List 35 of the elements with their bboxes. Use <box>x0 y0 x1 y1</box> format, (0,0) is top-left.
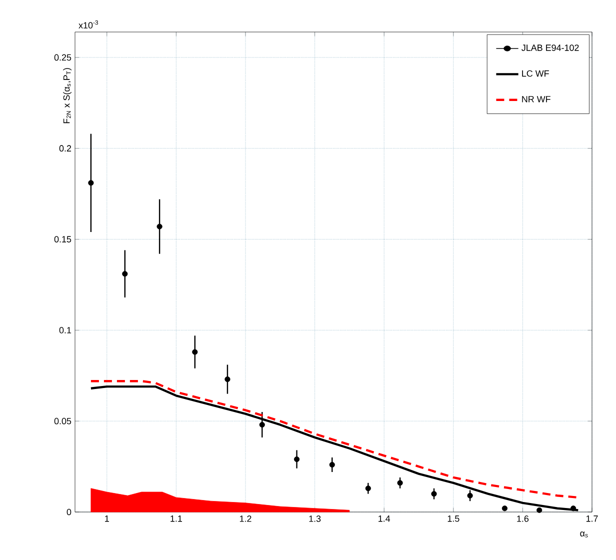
point <box>502 506 508 512</box>
legend-label: LC WF <box>522 70 549 77</box>
y-tick-label: 0.15 <box>54 236 72 242</box>
point <box>224 376 230 382</box>
x-tick-label: 1.2 <box>240 516 252 522</box>
point <box>365 486 371 492</box>
point <box>259 422 265 428</box>
point <box>156 224 162 230</box>
x-tick-label: 1.3 <box>309 516 321 522</box>
point <box>397 480 403 486</box>
y-tick-label: 0 <box>66 508 72 516</box>
point <box>122 271 128 277</box>
point <box>536 507 542 513</box>
point <box>467 492 473 498</box>
x-tick-label: 1.1 <box>170 516 182 522</box>
point <box>88 180 94 186</box>
x-tick-label: 1.7 <box>586 516 598 522</box>
y-tick-label: 0.1 <box>59 327 72 334</box>
point <box>294 456 300 462</box>
x-tick-label: 1.4 <box>378 516 390 522</box>
x-axis-title: α$_{s}$ <box>580 532 588 538</box>
x-tick-label: 1.5 <box>448 516 460 522</box>
x-tick-label: 1 <box>105 516 109 522</box>
point <box>431 491 437 497</box>
y-tick-label: 0.2 <box>59 145 72 152</box>
point <box>329 462 335 468</box>
legend-label: NR WF <box>522 96 550 102</box>
point <box>570 506 576 512</box>
y-tick-label: 0.25 <box>54 54 72 61</box>
text: x10$^{-3}$ <box>78 20 98 28</box>
y-axis-title: F$_{2N}$ x S(α$_{s}$,P$_{T}$) <box>63 68 72 124</box>
legend-label: JLAB E94-102 <box>522 44 579 51</box>
y-tick-label: 0.05 <box>54 418 72 424</box>
point <box>192 349 198 355</box>
x-tick-label: 1.6 <box>517 516 529 522</box>
